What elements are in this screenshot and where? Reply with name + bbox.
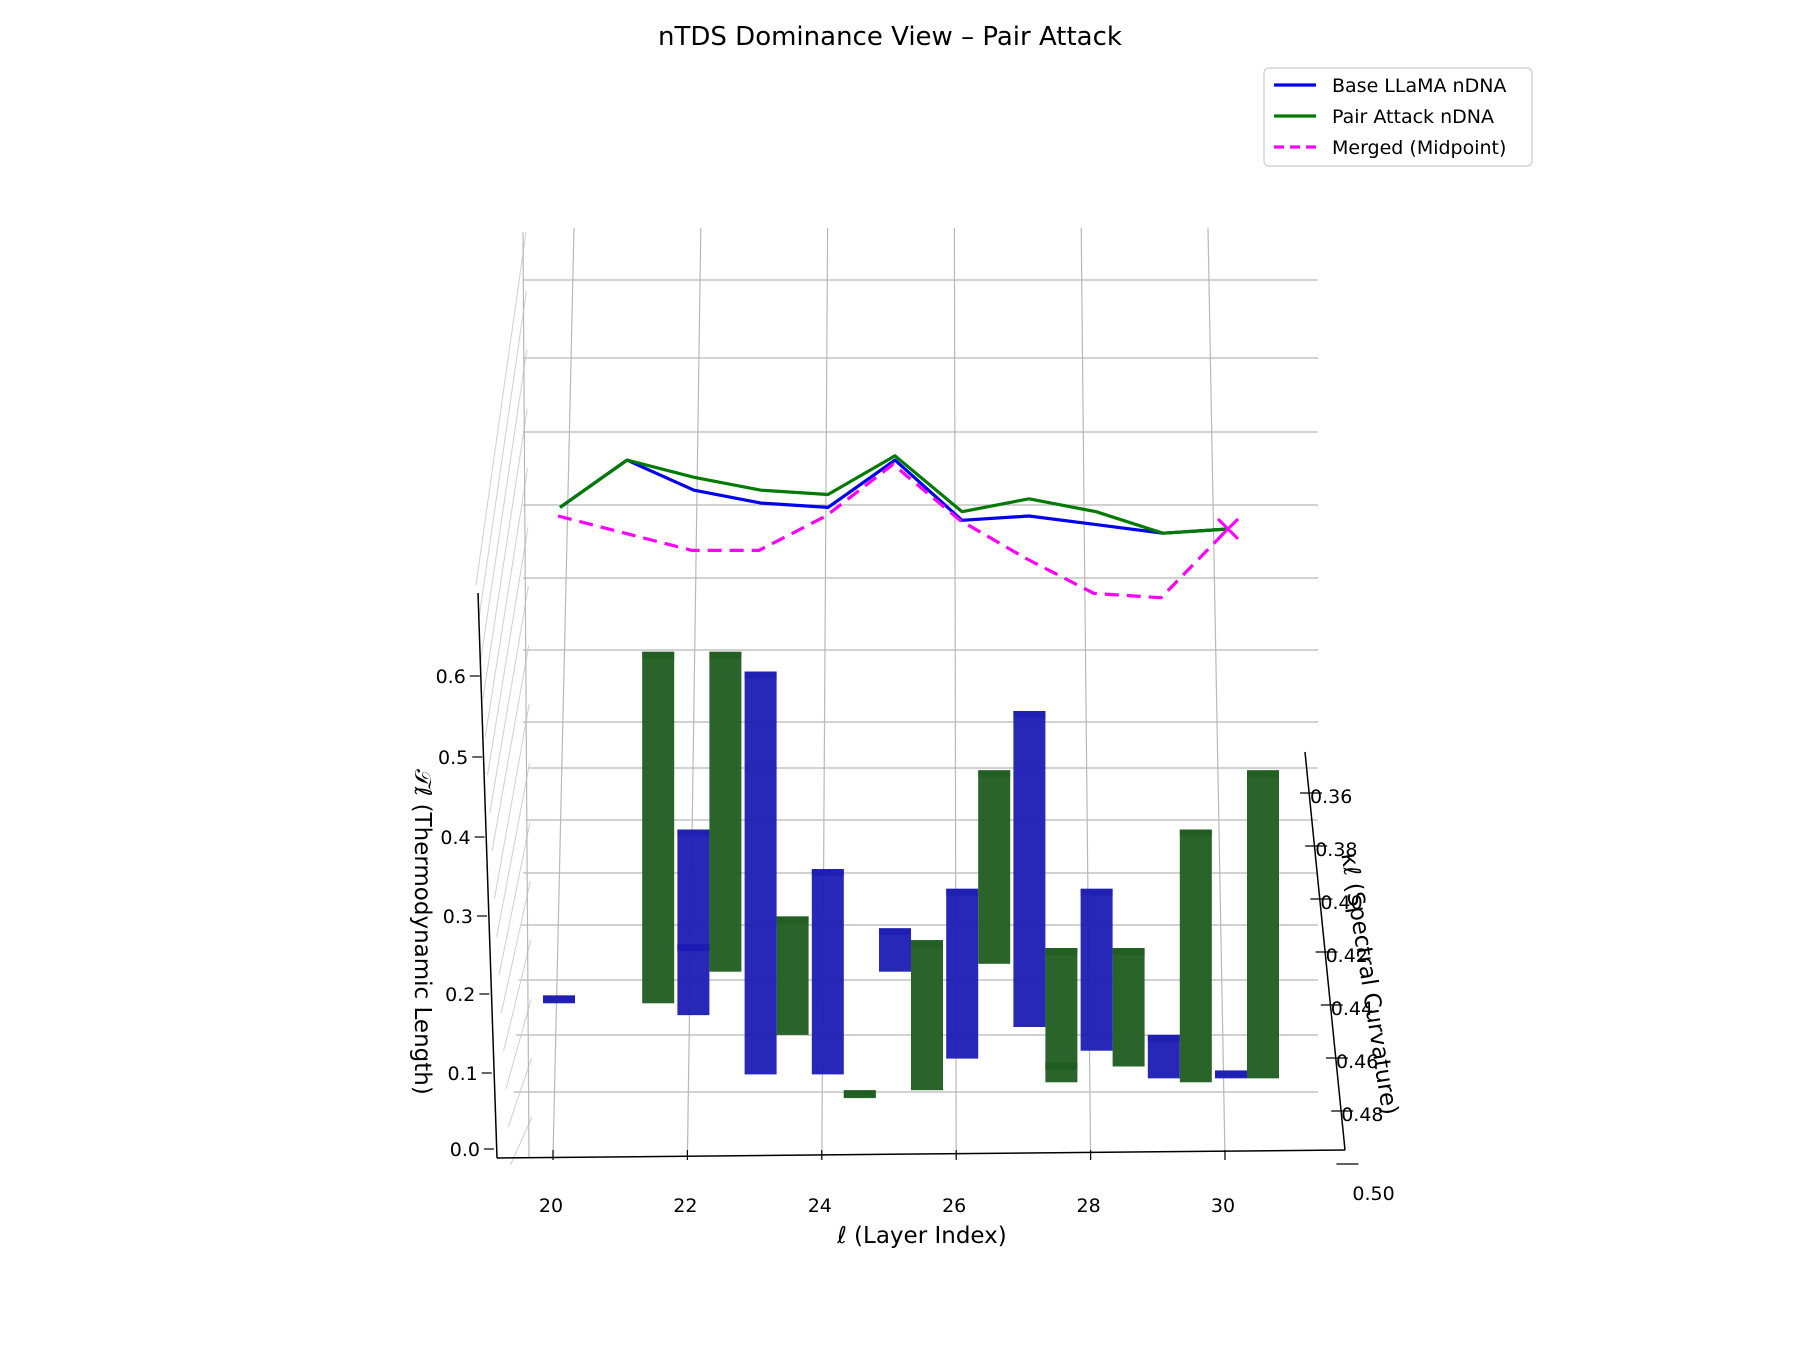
series-end-marker (1216, 517, 1240, 540)
grid-line-wall (496, 762, 531, 938)
bar-pair-cap (978, 770, 1011, 778)
bar-pair (642, 651, 675, 1004)
y-tick-label: 0.46 (1336, 1051, 1378, 1073)
grid-line-wall (507, 1057, 533, 1128)
x-tick-label: 30 (1211, 1195, 1235, 1217)
bar-base (1013, 711, 1046, 1027)
bar-base (1147, 1034, 1180, 1079)
bar-pair-cap (642, 651, 675, 659)
series-line-0 (559, 458, 1231, 535)
y-axis-label: κℓ (Spectral Curvature) (1335, 851, 1402, 1117)
grid-line-wall (498, 821, 531, 976)
bar-base-cap (677, 829, 710, 837)
z-tick-label: 0.5 (438, 747, 468, 769)
z-tick-label: 0.1 (448, 1063, 478, 1085)
grid-line-wall (489, 585, 529, 814)
series-line-2 (557, 462, 1230, 600)
bar-pair-cap (709, 651, 742, 659)
bar-pair-cap (776, 916, 809, 924)
series-line-1 (559, 454, 1231, 535)
grid-line-wall (491, 644, 530, 852)
grid-line-wall (505, 998, 532, 1090)
bar-base-cap (543, 995, 575, 1003)
bar-pair (911, 940, 943, 1091)
y-tick-label: 0.38 (1315, 839, 1357, 861)
grid-line-wall (484, 467, 529, 738)
legend-label-1: Pair Attack nDNA (1332, 106, 1494, 128)
x-tick-label: 24 (808, 1195, 832, 1217)
x-axis-label: ℓ (Layer Index) (836, 1223, 1007, 1249)
bar-base-cap (744, 671, 777, 679)
bar-pair-cap (1045, 948, 1078, 955)
bar-base-cap (946, 888, 979, 896)
x-tick-label: 28 (1077, 1195, 1101, 1217)
bar-base (879, 928, 911, 972)
grid-line-wall (475, 231, 527, 586)
legend-label-2: Merged (Midpoint) (1332, 137, 1506, 159)
legend-label-0: Base LLaMA nDNA (1332, 75, 1506, 97)
grid-line-layer (686, 227, 702, 1159)
bar-pair (1045, 948, 1078, 1083)
grid-line-wall (500, 880, 531, 1014)
z-tick-label: 0.0 (450, 1139, 480, 1161)
x-axis-line (496, 1149, 1346, 1159)
y-tick-label: 0.44 (1331, 998, 1373, 1020)
x-tick-label: 26 (942, 1195, 966, 1217)
bar-pair-cap (1112, 948, 1145, 955)
grid-line-layer (1207, 227, 1226, 1159)
bar-base-cap (879, 928, 911, 936)
legend: Base LLaMA nDNA Pair Attack nDNA Merged (M… (1263, 67, 1533, 167)
bar-pair-cap (843, 1090, 876, 1098)
z-tick-label: 0.2 (445, 984, 475, 1006)
bar-base (1080, 888, 1113, 1051)
bar-base-cap (1215, 1070, 1247, 1078)
z-axis-label: 𝒯ℓ (Thermodynamic Length) (409, 769, 435, 1095)
z-tick-label: 0.4 (440, 827, 470, 849)
bar-pair (1247, 770, 1279, 1079)
x-tick-label: 20 (539, 1195, 563, 1217)
x-tick-label: 22 (673, 1195, 697, 1217)
grid-line-wall (487, 526, 529, 776)
grid-line-wall (477, 290, 527, 624)
bar-pair-cap (911, 940, 943, 948)
bar-pair (978, 770, 1011, 964)
bar-base (744, 671, 777, 1075)
y-tick-label: 0.50 (1352, 1183, 1394, 1205)
y-tick-label: 0.48 (1341, 1104, 1383, 1126)
bar-base (677, 829, 710, 1016)
bar-base (811, 869, 844, 1075)
y-axis-line (1304, 751, 1346, 1151)
grid-line-wall (493, 703, 530, 900)
z-tick-label: 0.3 (443, 906, 473, 928)
z-axis-line (477, 592, 498, 1159)
bar-pair (709, 651, 742, 972)
legend-box (1263, 67, 1533, 167)
bar-pair (776, 916, 809, 1035)
bar-pair-cap (1247, 770, 1279, 778)
bar-base-cap (1013, 711, 1046, 718)
y-tick-label: 0.42 (1326, 945, 1368, 967)
grid-line-wall (482, 408, 528, 700)
bar-base-cap (1147, 1034, 1180, 1042)
bar-pair (1179, 829, 1212, 1083)
chart-title: nTDS Dominance View – Pair Attack (658, 22, 1122, 52)
bar-pair-cap (1179, 829, 1212, 837)
bar-base (946, 888, 979, 1059)
bar-base-cap (811, 869, 844, 876)
z-tick-label: 0.6 (436, 666, 466, 688)
y-tick-label: 0.36 (1310, 786, 1352, 808)
bar-pair (1112, 948, 1145, 1067)
grid-line-wall (503, 939, 532, 1052)
bar-base-cap (1080, 888, 1113, 896)
grid-line-layer (552, 227, 575, 1159)
grid-line-wall (480, 349, 528, 662)
bars (543, 651, 1279, 1099)
series-lines (557, 454, 1240, 600)
grid-line-wall-edge (522, 231, 530, 1159)
bar-pair-cap (1045, 1062, 1078, 1070)
y-tick-label: 0.40 (1320, 892, 1362, 914)
